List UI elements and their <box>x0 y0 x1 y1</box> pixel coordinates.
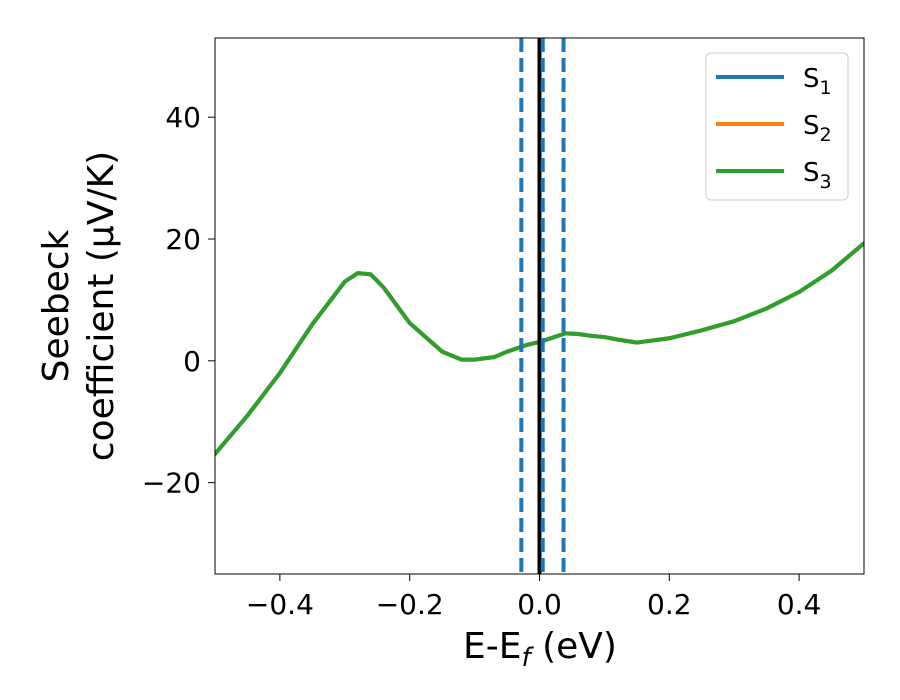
x-tick-label: 0.4 <box>777 588 822 621</box>
x-axis-label-unit: (eV) <box>531 626 617 667</box>
x-tick-label: 0.2 <box>647 588 692 621</box>
plot-frame <box>214 37 865 575</box>
x-axis-label-main: E-E <box>463 626 521 667</box>
x-axis-label: E-Ef (eV) <box>463 626 617 673</box>
y-axis-label-2: coefficient (μV/K) <box>81 151 122 461</box>
x-tick-label: −0.2 <box>376 588 444 621</box>
x-tick-label: −0.4 <box>246 588 314 621</box>
y-tick-label: −20 <box>142 467 201 500</box>
legend-label-s2: S2 <box>803 111 832 146</box>
y-axis-label-line1: Seebeck <box>36 229 77 382</box>
legend-label-s3: S3 <box>803 158 832 193</box>
plot-area <box>215 38 864 574</box>
y-tick-label: 40 <box>165 101 201 134</box>
y-tick-label: 20 <box>165 223 201 256</box>
axis-ticks: −0.4 −0.2 0.0 0.2 0.4 −20 0 20 40 <box>142 101 821 621</box>
legend-box <box>705 52 849 201</box>
legend: S1 S2 S3 <box>705 52 849 201</box>
series-line-s3 <box>215 241 864 457</box>
legend-label-s1: S1 <box>803 64 832 99</box>
x-tick-label: 0.0 <box>517 588 562 621</box>
y-axis-label: Seebeck <box>36 229 77 382</box>
y-axis-label-line2: coefficient (μV/K) <box>81 151 122 461</box>
y-tick-label: 0 <box>183 345 201 378</box>
